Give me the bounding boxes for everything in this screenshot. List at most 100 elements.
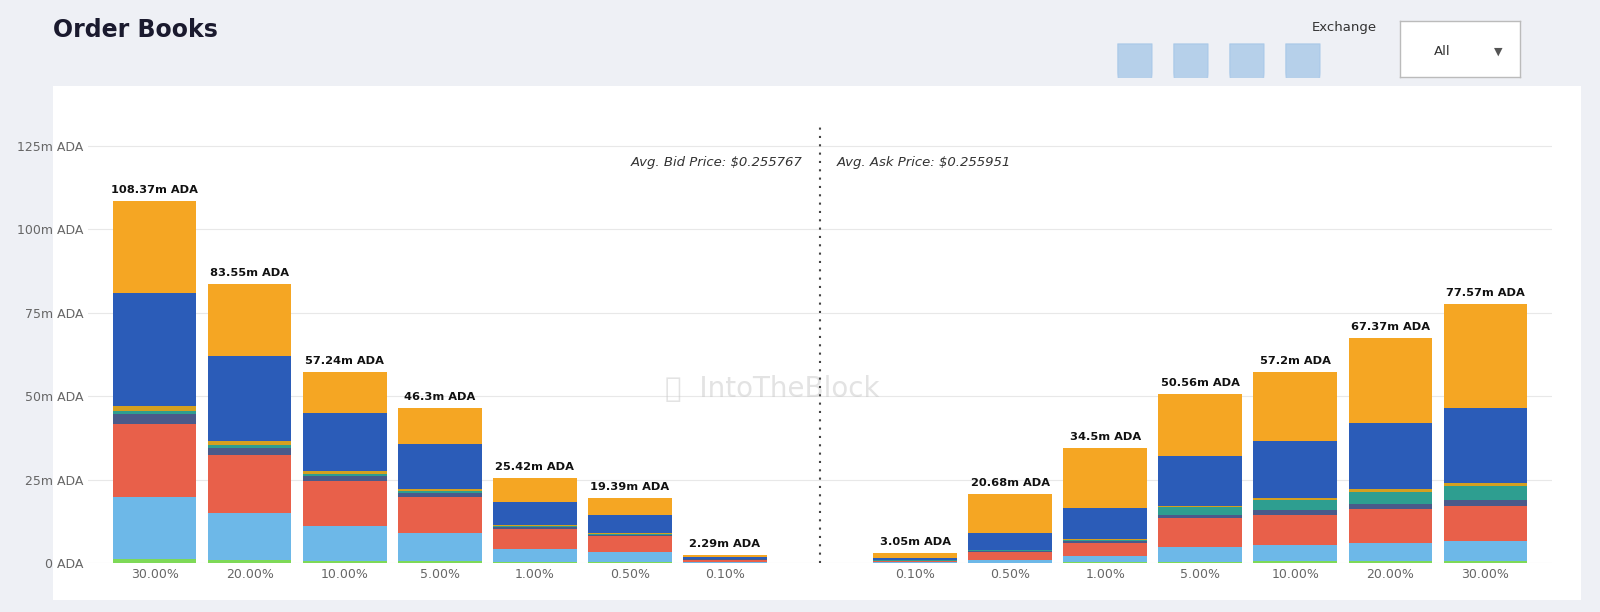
Bar [1158,506,1242,507]
Bar [1349,490,1432,491]
Bar [208,284,291,356]
Bar [1158,518,1242,547]
Bar [1443,483,1528,486]
Bar [112,406,197,411]
Bar [1349,423,1432,490]
Bar [112,411,197,414]
Bar [493,524,576,526]
Bar [1064,539,1147,540]
Bar [302,372,387,413]
Bar [493,527,576,529]
Bar [683,556,766,557]
Bar [1349,509,1432,543]
Bar [1064,543,1147,556]
Bar [1253,441,1338,498]
Bar [112,424,197,498]
Bar [874,561,957,562]
Text: 83.55m ADA: 83.55m ADA [210,268,290,278]
Text: 19.39m ADA: 19.39m ADA [590,482,669,492]
Bar [1158,456,1242,506]
Bar [112,414,197,424]
Bar [1443,561,1528,563]
Bar [398,488,482,491]
Bar [968,534,1051,550]
Bar [874,558,957,561]
Bar [1158,515,1242,518]
Bar [302,413,387,471]
Bar [589,533,672,534]
Bar [968,494,1051,534]
Bar [874,553,957,558]
Text: 46.3m ADA: 46.3m ADA [405,392,475,403]
Bar [683,557,766,559]
Bar [1064,541,1147,543]
Text: 25.42m ADA: 25.42m ADA [496,462,574,472]
Bar [208,441,291,445]
Bar [1443,486,1528,500]
Bar [1253,498,1338,499]
Bar [1158,394,1242,456]
Text: 34.5m ADA: 34.5m ADA [1070,432,1141,442]
Bar [1443,540,1528,561]
Text: 57.2m ADA: 57.2m ADA [1259,356,1331,366]
Bar [208,445,291,447]
Bar [398,561,482,563]
Bar [1253,372,1338,441]
Bar [302,476,387,481]
Bar [1158,507,1242,515]
Bar [1064,540,1147,541]
Bar [589,536,672,553]
Bar [302,474,387,476]
Bar [1064,556,1147,562]
Bar [1443,408,1528,483]
Text: 3.05m ADA: 3.05m ADA [880,537,950,547]
Bar [1443,304,1528,408]
Text: 2.29m ADA: 2.29m ADA [690,539,760,550]
Bar [1253,510,1338,515]
Text: 77.57m ADA: 77.57m ADA [1446,288,1525,298]
Bar [112,201,197,293]
Text: 57.24m ADA: 57.24m ADA [306,356,384,366]
Bar [1253,545,1338,561]
Bar [398,493,482,497]
Bar [683,560,766,562]
Bar [493,502,576,524]
Bar [1158,562,1242,563]
Bar [1349,561,1432,563]
Bar [302,471,387,474]
Bar [493,526,576,527]
Bar [1349,491,1432,504]
Bar [589,553,672,562]
Text: 50.56m ADA: 50.56m ADA [1162,378,1240,388]
Bar [208,455,291,513]
Text: Avg. Ask Price: $0.255951: Avg. Ask Price: $0.255951 [837,156,1011,169]
Bar [589,515,672,533]
Bar [493,562,576,563]
Text: Order Books: Order Books [53,18,218,42]
Bar [1253,561,1338,563]
Bar [398,533,482,561]
Text: ▼: ▼ [1494,47,1502,57]
Bar [1349,504,1432,509]
Bar [1349,543,1432,561]
Bar [968,559,1051,562]
Bar [968,551,1051,552]
Text: Avg. Bid Price: $0.255767: Avg. Bid Price: $0.255767 [630,156,803,169]
Bar [208,356,291,441]
Bar [208,560,291,563]
Bar [874,562,957,563]
Bar [1443,500,1528,506]
Bar [302,481,387,526]
Bar [112,559,197,563]
Bar [493,549,576,562]
Bar [112,293,197,406]
Text: 20.68m ADA: 20.68m ADA [971,478,1050,488]
Bar [493,529,576,549]
Bar [1349,338,1432,423]
Bar [398,408,482,444]
Bar [1064,508,1147,539]
Bar [112,498,197,559]
Bar [208,447,291,455]
Bar [589,498,672,515]
Bar [1064,562,1147,563]
